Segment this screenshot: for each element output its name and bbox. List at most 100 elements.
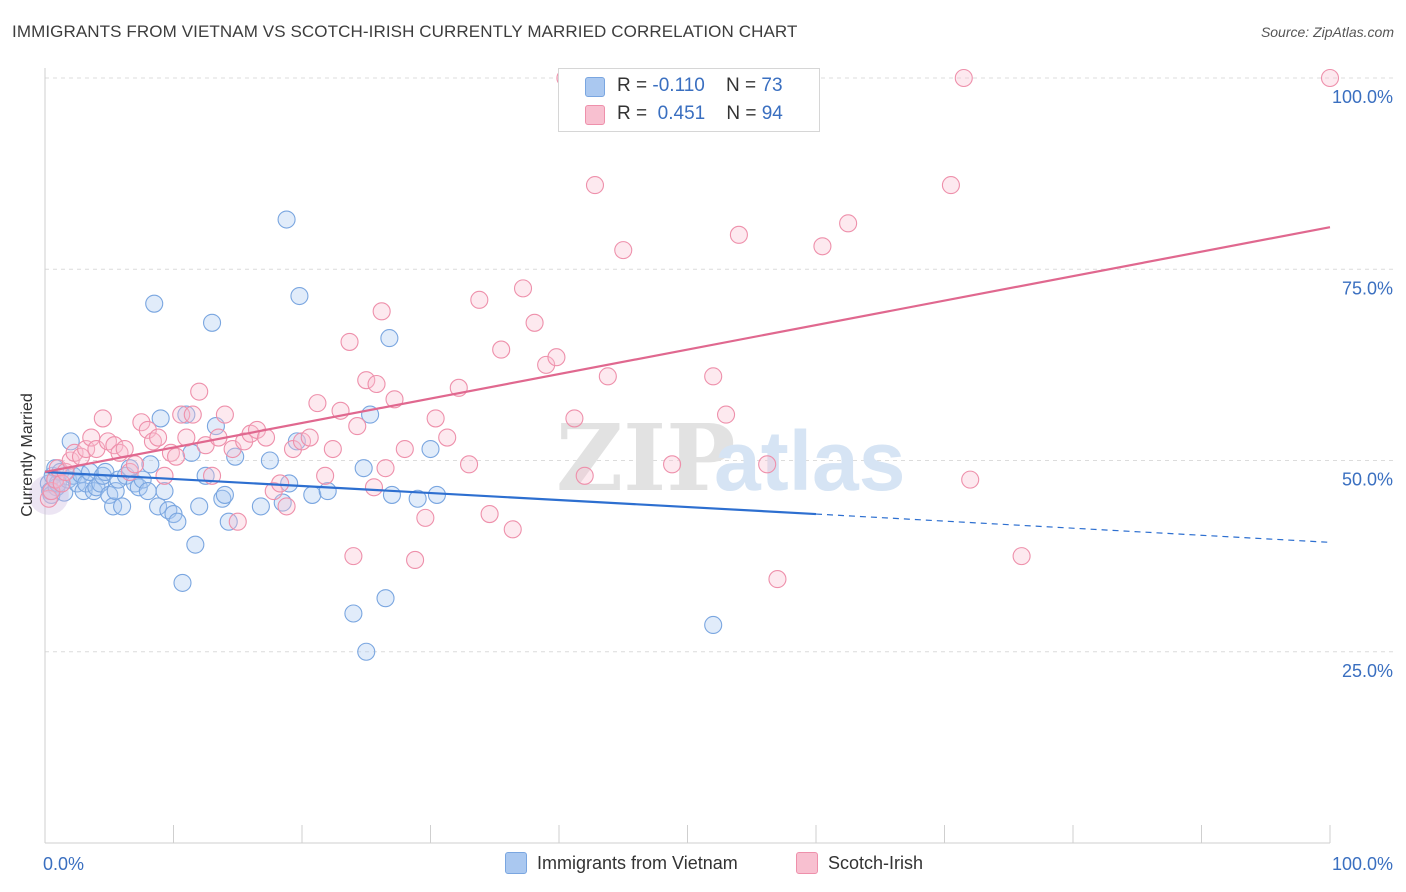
vietnam-point	[106, 482, 125, 501]
legend-label-scotch-irish: Scotch-Irish	[828, 852, 924, 873]
legend-row-scotch-irish: R = 0.451 N = 94	[617, 102, 783, 126]
vietnam-point	[380, 329, 399, 348]
scotch-irish-point	[138, 420, 157, 439]
y-axis-label: Currently Married	[19, 393, 36, 517]
scotch-irish-point	[340, 332, 359, 351]
scotch-irish-point	[547, 348, 566, 367]
watermark: ZIP atlas	[556, 404, 905, 512]
vietnam-point	[408, 489, 427, 508]
scotch-irish-point	[426, 409, 445, 428]
scotch-irish-point	[954, 68, 973, 88]
scotch-irish-point	[376, 459, 395, 478]
legend-swatch-vietnam	[505, 852, 527, 874]
scotch-irish-trend-line	[44, 226, 1331, 474]
correlation-legend: R = -0.110 N = 73 R = 0.451 N = 94	[558, 68, 820, 132]
legend-swatch-vietnam	[585, 77, 605, 97]
scotch-irish-point	[565, 409, 584, 428]
scotch-irish-point	[367, 374, 386, 394]
scotch-irish-point	[480, 504, 499, 524]
scotch-irish-point	[316, 466, 335, 485]
cluster-point	[28, 474, 69, 515]
scotch-irish-point	[264, 482, 283, 501]
watermark-zip: ZIP	[556, 404, 735, 512]
y-tick-label: 50.0%	[1342, 470, 1393, 490]
scotch-irish-point	[323, 439, 342, 459]
scotch-irish-point	[82, 428, 101, 447]
vietnam-point	[376, 589, 395, 608]
legend-swatch-scotch-irish	[796, 852, 818, 874]
vietnam-point	[113, 497, 132, 516]
scotch-irish-point	[575, 466, 594, 485]
legend-item-vietnam[interactable]: Immigrants from Vietnam	[505, 852, 738, 874]
vietnam-point	[177, 405, 196, 424]
legend-n-label: N =	[725, 75, 757, 96]
vietnam-point	[344, 604, 363, 623]
vietnam-trend-extension	[815, 513, 1331, 543]
scotch-irish-point	[1012, 547, 1031, 566]
legend-r-value: 0.451	[657, 103, 706, 124]
vietnam-point	[138, 482, 157, 501]
scotch-irish-point	[663, 455, 682, 474]
legend-n-value: 94	[761, 103, 783, 124]
scotch-irish-point	[348, 417, 367, 436]
scotch-irish-point	[344, 547, 363, 566]
scotch-irish-point	[813, 237, 832, 256]
vietnam-point	[61, 432, 80, 451]
scotch-irish-point	[438, 428, 457, 447]
trend-lines	[44, 226, 1331, 543]
scotch-irish-point	[395, 439, 414, 459]
vietnam-point	[260, 451, 279, 470]
scotch-irish-point	[1320, 68, 1340, 88]
vietnam-point	[357, 642, 376, 661]
tick-labels: 25.0% 50.0% 75.0% 100.0% 0.0% 100.0%	[43, 87, 1393, 874]
chart-title: IMMIGRANTS FROM VIETNAM VS SCOTCH-IRISH …	[12, 22, 798, 41]
vietnam-point	[251, 497, 270, 516]
vietnam-point	[155, 482, 174, 501]
scotch-irish-point	[125, 455, 144, 474]
vietnam-point	[149, 497, 168, 516]
vietnam-point	[151, 409, 170, 428]
y-tick-label: 100.0%	[1332, 87, 1393, 107]
axes	[44, 68, 1331, 844]
scotch-irish-point	[704, 367, 723, 386]
legend-r-value: -0.110	[652, 75, 705, 96]
watermark-atlas: atlas	[714, 414, 905, 508]
scotch-irish-point	[839, 214, 858, 233]
vietnam-point	[173, 573, 192, 592]
scotch-irish-point	[42, 482, 61, 501]
scotch-irish-point	[459, 455, 479, 474]
vietnam-point	[277, 210, 296, 229]
scotch-irish-point	[77, 439, 96, 459]
scotch-irish-point	[513, 279, 533, 298]
vietnam-point	[421, 439, 440, 459]
scotch-irish-point	[235, 432, 254, 451]
scotch-irish-point	[190, 382, 209, 401]
scotch-irish-point	[416, 508, 435, 527]
scotch-irish-point	[300, 428, 319, 447]
scotch-irish-point	[406, 550, 425, 570]
scotch-irish-point	[183, 405, 202, 424]
scotch-irish-point	[492, 340, 511, 359]
scotch-irish-point	[768, 570, 787, 589]
legend-item-scotch-irish[interactable]: Scotch-Irish	[796, 852, 923, 874]
scotch-irish-point	[155, 466, 174, 485]
scotch-irish-point	[167, 447, 186, 466]
vietnam-point	[704, 615, 723, 635]
scotch-irish-point	[961, 470, 980, 489]
x-tick-label: 100.0%	[1332, 854, 1393, 874]
scotch-irish-point	[503, 520, 522, 539]
series-legend: Immigrants from Vietnam Scotch-Irish	[0, 852, 1406, 878]
scotch-irish-point	[149, 428, 168, 447]
vietnam-point	[215, 485, 234, 504]
x-tick-label: 0.0%	[43, 854, 84, 874]
scotch-irish-point	[132, 413, 151, 432]
vietnam-point	[141, 455, 160, 474]
legend-n-label: N =	[726, 103, 757, 124]
scotch-irish-point	[614, 241, 633, 260]
y-tick-label: 25.0%	[1342, 661, 1393, 681]
scotch-irish-point	[52, 474, 71, 493]
y-tick-label: 75.0%	[1342, 278, 1393, 298]
scotch-irish-point	[585, 176, 605, 195]
scotch-irish-point	[372, 302, 391, 321]
